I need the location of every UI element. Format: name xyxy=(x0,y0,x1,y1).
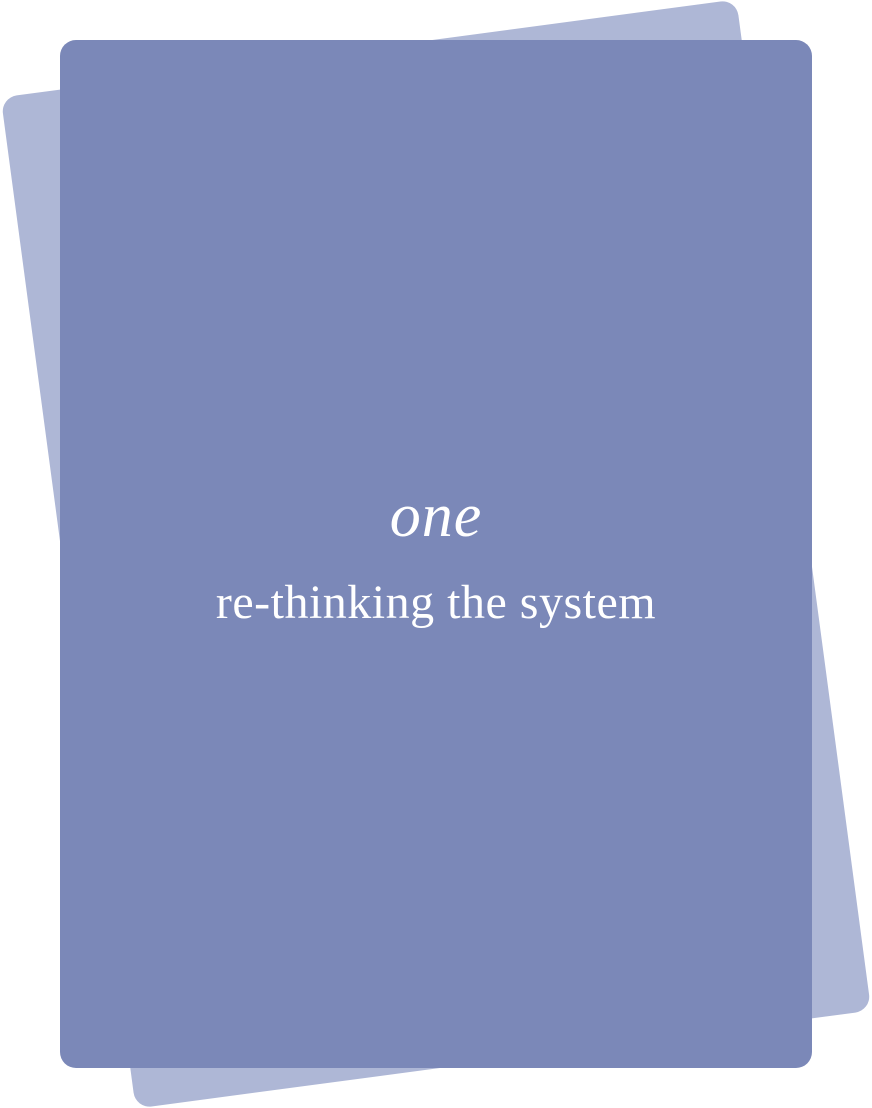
chapter-number: one xyxy=(389,482,483,550)
chapter-title: re-thinking the system xyxy=(215,576,657,629)
front-card: one re-thinking the system xyxy=(60,40,812,1068)
